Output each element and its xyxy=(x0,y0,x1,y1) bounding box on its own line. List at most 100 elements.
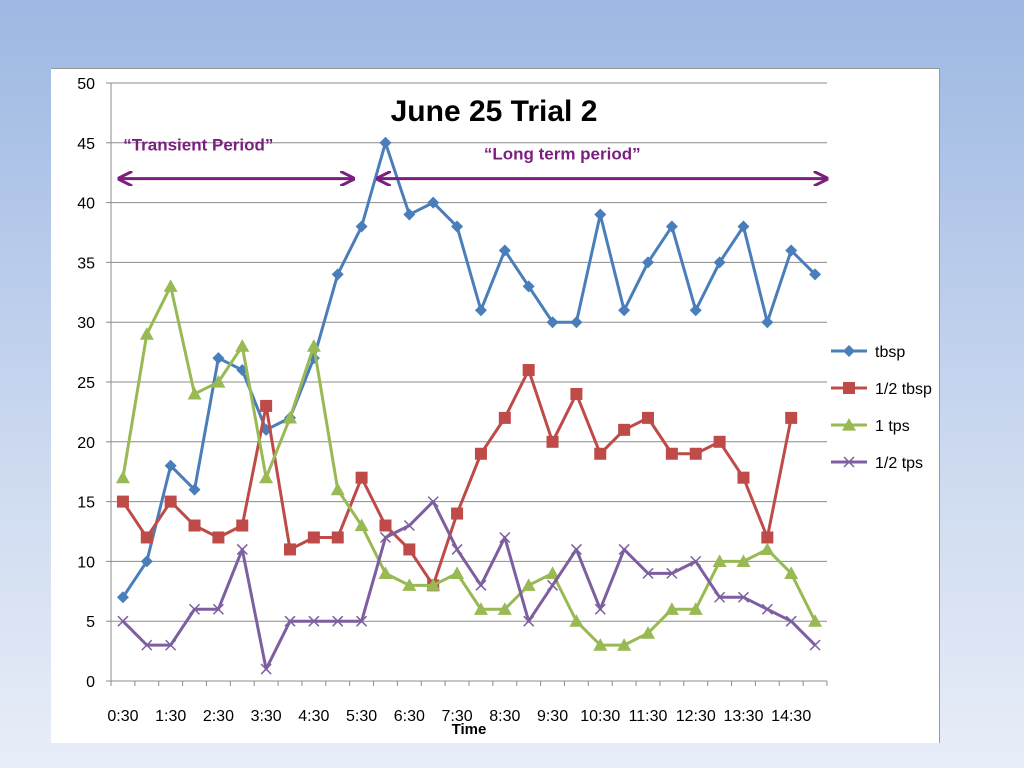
data-point xyxy=(843,382,855,394)
data-point xyxy=(498,411,511,424)
data-point xyxy=(211,375,226,388)
chart-panel: 0 5 10 15 20 25 30 35 40 45 50 0:30 1:30 2:30 3:30 4:30… xyxy=(51,68,940,743)
legend-label: 1 tps xyxy=(875,418,910,435)
legend-label: tbsp xyxy=(875,344,905,361)
data-point-stroke xyxy=(761,603,773,615)
x-tick-label: 11:30 xyxy=(629,708,668,725)
data-point-stroke xyxy=(594,603,606,615)
series-1-2-tps xyxy=(117,496,821,675)
x-tick-label: 12:30 xyxy=(676,708,716,725)
data-point xyxy=(355,220,368,233)
data-point-stroke xyxy=(499,531,511,544)
data-point xyxy=(618,304,631,317)
data-point-stroke xyxy=(642,567,654,579)
data-point xyxy=(664,602,679,615)
data-point-stroke xyxy=(427,496,439,508)
data-point xyxy=(689,304,702,317)
data-point xyxy=(688,602,703,615)
data-point xyxy=(260,399,273,412)
data-point xyxy=(331,531,344,544)
data-point xyxy=(713,435,726,448)
data-point xyxy=(403,543,416,556)
data-point-stroke xyxy=(141,639,153,651)
data-point xyxy=(761,316,774,329)
data-point xyxy=(546,316,559,329)
data-point xyxy=(523,615,535,627)
data-point-stroke xyxy=(260,663,272,675)
data-point xyxy=(427,196,440,209)
data-point xyxy=(403,519,415,532)
data-point xyxy=(618,423,631,436)
data-point-stroke xyxy=(403,519,415,532)
legend-item: 1 tps xyxy=(831,418,910,435)
data-point xyxy=(236,543,248,555)
data-point xyxy=(785,411,798,424)
data-point xyxy=(808,614,823,627)
data-point xyxy=(187,386,202,400)
data-point xyxy=(473,602,488,615)
data-point-stroke xyxy=(308,615,320,627)
data-point-stroke xyxy=(737,591,749,603)
data-point xyxy=(761,531,774,544)
data-point xyxy=(714,591,726,603)
data-point xyxy=(427,496,439,508)
legend-item: 1/2 tps xyxy=(831,455,923,472)
data-point xyxy=(117,615,129,627)
x-tick-label: 2:30 xyxy=(203,708,234,725)
x-tick-label: 3:30 xyxy=(251,708,282,725)
data-point xyxy=(355,471,368,484)
legend: tbsp 1/2 tbsp 1 tps 1/2 tps xyxy=(831,344,932,472)
x-tick-label: 7:30 xyxy=(441,708,472,725)
data-point xyxy=(809,639,821,651)
data-point xyxy=(521,578,536,591)
data-point xyxy=(737,220,750,233)
data-point xyxy=(141,639,153,651)
data-point xyxy=(642,567,654,579)
data-point-stroke xyxy=(236,543,248,555)
data-point xyxy=(163,279,178,292)
x-tick-label: 4:30 xyxy=(298,708,329,725)
data-point xyxy=(235,339,250,352)
data-point xyxy=(379,136,392,149)
data-point xyxy=(642,256,654,269)
y-tick-label: 50 xyxy=(77,76,95,93)
data-point xyxy=(307,531,320,544)
data-point xyxy=(617,638,632,651)
x-axis-title: Time xyxy=(452,721,487,738)
data-point xyxy=(260,663,272,675)
data-point-stroke xyxy=(284,615,296,627)
data-point xyxy=(547,579,559,591)
data-point xyxy=(308,615,320,627)
data-point xyxy=(283,410,297,424)
data-point-stroke xyxy=(809,639,821,651)
data-point xyxy=(426,578,441,591)
data-point xyxy=(379,519,392,532)
data-point-stroke xyxy=(570,543,582,555)
data-point xyxy=(354,518,369,532)
x-tick-label: 6:30 xyxy=(394,708,425,725)
data-point xyxy=(522,364,535,377)
data-point xyxy=(212,531,225,544)
data-point-stroke xyxy=(212,603,224,615)
data-point-stroke xyxy=(666,567,678,579)
data-point xyxy=(809,268,822,281)
series-line xyxy=(121,368,793,587)
chart-title: June 25 Trial 2 xyxy=(391,95,598,128)
legend-item: tbsp xyxy=(831,344,905,361)
axes: 0 5 10 15 20 25 30 35 40 45 50 0:30 1:30 2:30 3:30 4:30… xyxy=(77,76,828,725)
series-1-tps xyxy=(115,279,823,651)
data-point xyxy=(497,602,512,615)
data-point xyxy=(569,614,584,627)
data-point-stroke xyxy=(117,615,129,627)
data-point xyxy=(712,554,727,567)
y-tick-label: 0 xyxy=(86,674,95,691)
data-point xyxy=(713,256,726,269)
y-tick-label: 15 xyxy=(77,495,95,512)
data-point xyxy=(331,268,344,281)
data-point xyxy=(115,470,130,484)
data-point xyxy=(522,280,535,293)
x-tick-label: 0:30 xyxy=(107,708,138,725)
data-point xyxy=(450,566,465,579)
data-point xyxy=(451,543,463,555)
x-tick-label: 1:30 xyxy=(155,708,186,725)
